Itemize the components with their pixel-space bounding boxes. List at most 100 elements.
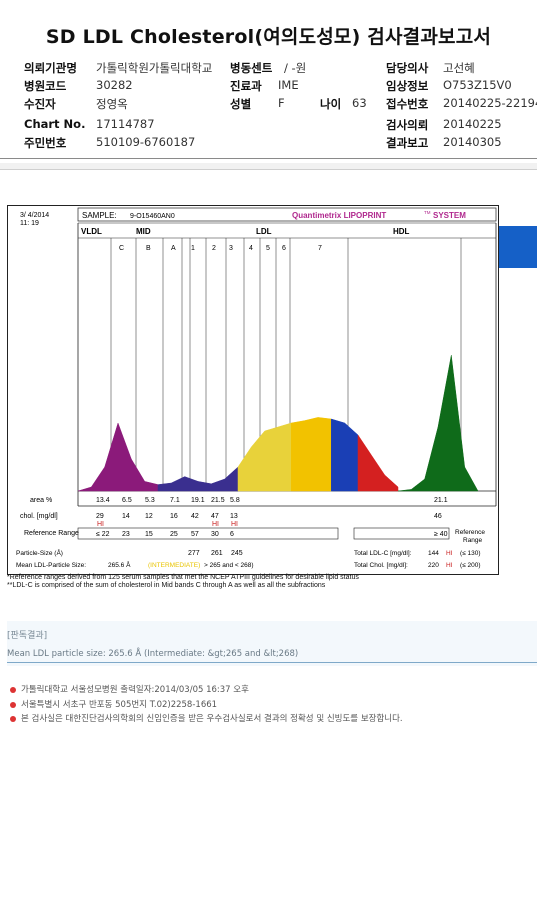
info-label: 검사의뢰 bbox=[386, 118, 429, 132]
info-value: 20140305 bbox=[443, 135, 502, 149]
area-value: 21.5 bbox=[211, 497, 225, 504]
total-ldl-label: Total LDL-C [mg/dl]: bbox=[354, 550, 412, 557]
interpretation-panel bbox=[7, 621, 537, 666]
reference-value: ≤ 22 bbox=[96, 531, 110, 538]
brand-name: Quantimetrix LIPOPRINT bbox=[292, 211, 386, 220]
info-label: 병원코드 bbox=[24, 79, 67, 93]
section-hdl: HDL bbox=[393, 227, 410, 236]
info-label: 성별 bbox=[230, 97, 252, 111]
ldl-band4-area bbox=[357, 434, 399, 492]
info-label: 나이 bbox=[320, 97, 342, 111]
total-ldl-ref: (≤ 130) bbox=[460, 550, 481, 557]
info-label: 담당의사 bbox=[386, 61, 429, 75]
info-label: Chart No. bbox=[24, 117, 86, 131]
reference-value: 15 bbox=[145, 531, 153, 538]
info-value: 510109-6760187 bbox=[96, 135, 196, 149]
ldl-band2-area bbox=[291, 417, 332, 492]
row-label-reference: Reference Range bbox=[24, 530, 79, 537]
row-label-particle-size: Particle-Size (Å) bbox=[16, 548, 63, 557]
band-label: 7 bbox=[318, 245, 322, 252]
lipoprint-curves bbox=[77, 354, 479, 492]
interpretation-title: [판독결과] bbox=[7, 631, 48, 641]
vldl-area bbox=[77, 422, 159, 492]
chol-value: 46 bbox=[434, 513, 442, 520]
hi-flag: HI bbox=[231, 521, 238, 528]
chol-value: 14 bbox=[122, 513, 130, 520]
info-row-3: 수진자 정영옥 성별 F 나이 63 접수번호 20140225-22194 bbox=[0, 96, 537, 114]
info-label: 임상정보 bbox=[386, 79, 429, 93]
sample-label: SAMPLE: bbox=[82, 211, 117, 220]
table-values: 13.4 6.5 5.3 7.1 19.1 21.5 5.8 21.1 29 14 12 16 42 47… bbox=[96, 497, 448, 538]
info-row-5: 주민번호 510109-6760187 결과보고 20140305 bbox=[0, 135, 537, 153]
footer-line: 본 검사실은 대한진단검사의학회의 신임인증을 받은 우수검사실로서 결과의 정… bbox=[10, 712, 403, 724]
footnote: **LDL-C is comprised of the sum of chole… bbox=[7, 582, 326, 589]
band-label: 1 bbox=[191, 245, 195, 252]
info-label: 병동센트 bbox=[230, 61, 273, 75]
chol-value: 13 bbox=[230, 513, 238, 520]
particle-size-value: 277 bbox=[188, 550, 200, 557]
area-value: 5.8 bbox=[230, 497, 240, 504]
patient-info: 의뢰기관명 가톨릭학원가톨릭대학교 병동센트 / -원 담당의사 고선혜 병원코… bbox=[0, 56, 537, 156]
info-label: 진료과 bbox=[230, 79, 262, 93]
lipoprint-report: 3/ 4/2014 11: 19 SAMPLE: 9-O15460AN0 Qua… bbox=[7, 205, 499, 575]
info-value: / -원 bbox=[284, 61, 307, 75]
section-mid: MID bbox=[136, 227, 151, 236]
reference-value: 57 bbox=[191, 531, 199, 538]
report-date: 3/ 4/2014 bbox=[20, 212, 49, 219]
info-label: 수진자 bbox=[24, 97, 56, 111]
band-label: 2 bbox=[212, 245, 216, 252]
info-value: 30282 bbox=[96, 78, 133, 92]
hi-flag: HI bbox=[97, 521, 104, 528]
reference-box-ldl bbox=[77, 527, 339, 540]
bullet-icon bbox=[10, 715, 16, 722]
particle-size-value: 261 bbox=[211, 550, 223, 557]
brand-tm: TM bbox=[424, 210, 431, 215]
footer-text: 본 검사실은 대한진단검사의학회의 신임인증을 받은 우수검사실로서 결과의 정… bbox=[21, 714, 403, 724]
reference-value: 30 bbox=[211, 531, 219, 538]
brand-suffix: SYSTEM bbox=[433, 211, 466, 220]
info-value: F bbox=[278, 96, 285, 110]
area-value: 5.3 bbox=[145, 497, 155, 504]
info-row-2: 병원코드 30282 진료과 IME 임상정보 O753Z15V0 bbox=[0, 78, 537, 96]
footer-line: 서울특별시 서초구 반포동 505번지 T.02)2258-1661 bbox=[10, 698, 217, 710]
reference-value: 25 bbox=[170, 531, 178, 538]
chol-value: 42 bbox=[191, 513, 199, 520]
info-value: 20140225-22194 bbox=[443, 96, 537, 110]
band-label: A bbox=[171, 245, 176, 252]
frame-bar bbox=[0, 163, 537, 170]
section-vldl: VLDL bbox=[81, 227, 102, 236]
reference-range-label-right: Range bbox=[463, 537, 483, 544]
info-value: 정영옥 bbox=[96, 97, 128, 111]
band-label: 4 bbox=[249, 245, 253, 252]
area-value: 13.4 bbox=[96, 497, 110, 504]
mean-size-value: 265.6 Å bbox=[108, 560, 131, 569]
reference-value: 23 bbox=[122, 531, 130, 538]
band-label: 3 bbox=[229, 245, 233, 252]
report-time: 11: 19 bbox=[20, 220, 39, 227]
hi-flag: HI bbox=[212, 521, 219, 528]
mean-size-category: (INTERMEDIATE) bbox=[148, 562, 200, 569]
bullet-icon bbox=[10, 701, 16, 708]
reference-value: 6 bbox=[230, 531, 234, 538]
mean-size-ref: > 265 and < 268) bbox=[204, 562, 254, 569]
chol-value: 12 bbox=[145, 513, 153, 520]
band-label: 5 bbox=[266, 245, 270, 252]
total-chol-flag: HI bbox=[446, 562, 453, 569]
ldl-band3-area bbox=[331, 418, 359, 492]
info-row-4: Chart No. 17114787 검사의뢰 20140225 bbox=[0, 117, 537, 135]
interpretation-text: Mean LDL particle size: 265.6 Å (Interme… bbox=[7, 649, 299, 659]
band-label: B bbox=[146, 245, 151, 252]
info-label: 의뢰기관명 bbox=[24, 61, 77, 75]
info-value: 가톨릭학원가톨릭대학교 bbox=[96, 61, 213, 75]
divider bbox=[0, 158, 537, 159]
bullet-icon bbox=[10, 686, 16, 693]
info-value: 63 bbox=[352, 96, 367, 110]
area-value: 21.1 bbox=[434, 497, 448, 504]
row-label-mean-size: Mean LDL-Particle Size: bbox=[16, 562, 86, 569]
info-value: O753Z15V0 bbox=[443, 78, 512, 92]
reference-value: ≥ 40 bbox=[434, 531, 448, 538]
mid-area bbox=[157, 466, 239, 492]
info-value: IME bbox=[278, 78, 299, 92]
chol-value: 16 bbox=[170, 513, 178, 520]
info-value: 20140225 bbox=[443, 117, 502, 131]
